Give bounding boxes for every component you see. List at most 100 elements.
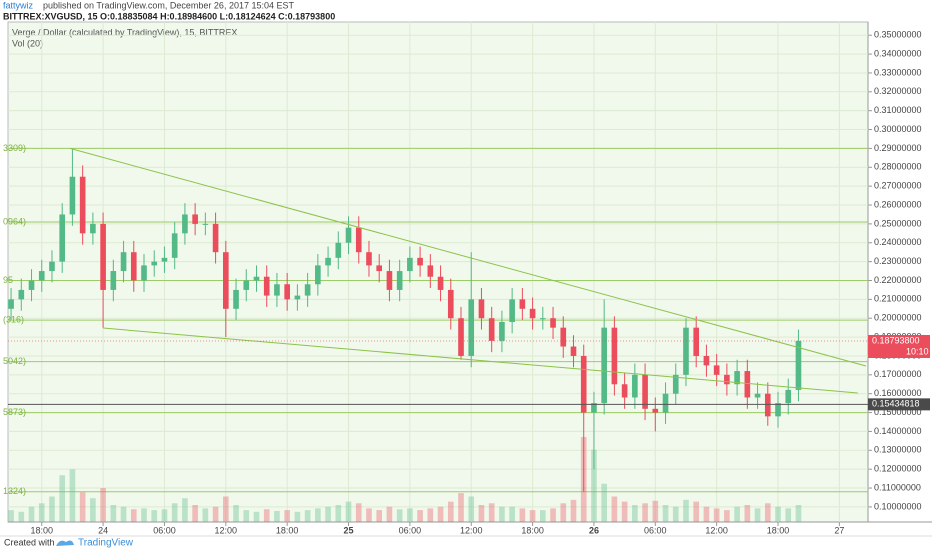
candle-body <box>488 318 495 341</box>
candle-body <box>775 403 781 417</box>
volume-bar <box>775 506 781 522</box>
volume-bar <box>550 508 556 522</box>
level-label: 0964) <box>3 216 26 226</box>
footer-brand[interactable]: TradingView <box>78 538 134 549</box>
candle-body <box>703 355 710 366</box>
candle-body <box>59 214 66 262</box>
level-label: 5873) <box>3 407 26 417</box>
y-tick-label: 0.15000000 <box>874 407 922 417</box>
candle-body <box>8 299 14 309</box>
volume-bar <box>734 506 740 522</box>
volume-bar <box>407 508 413 522</box>
volume-bar <box>212 506 219 522</box>
volume-bar <box>28 506 35 522</box>
candle-body <box>396 271 403 290</box>
candle-body <box>540 318 546 320</box>
volume-bar <box>161 509 168 522</box>
volume-bar <box>223 496 229 522</box>
y-tick-label: 0.33000000 <box>874 67 922 77</box>
level-label: 95 <box>3 275 13 285</box>
published-note: published on TradingView.com, December 2… <box>43 0 294 10</box>
candle-body <box>376 265 383 272</box>
volume-bar <box>509 506 515 522</box>
volume-bar <box>591 449 597 522</box>
candle-body <box>447 289 454 319</box>
volume-bar <box>233 505 239 522</box>
volume-bar <box>478 505 485 522</box>
volume-bar <box>447 501 454 522</box>
volume-bar <box>621 501 628 522</box>
candle-body <box>274 284 280 296</box>
volume-bar <box>519 508 526 522</box>
candle-body <box>621 384 628 398</box>
volume-bar <box>335 505 342 522</box>
y-tick-label: 0.13000000 <box>874 445 922 455</box>
volume-bar <box>570 499 577 522</box>
x-tick-label: 18:00 <box>767 525 790 535</box>
volume-bar <box>151 510 158 522</box>
volume-bar <box>540 510 546 522</box>
volume-bar <box>90 498 96 522</box>
volume-bar <box>315 508 321 522</box>
countdown-label: 10:10 <box>906 346 929 356</box>
y-tick-label: 0.35000000 <box>874 30 922 40</box>
x-tick-label: 27 <box>834 525 844 535</box>
candle-body <box>785 389 792 404</box>
candle-body <box>499 322 505 341</box>
plot-area <box>7 21 869 523</box>
candle-body <box>632 374 638 398</box>
candle-body <box>478 299 485 319</box>
candle-body <box>294 295 301 300</box>
candle-body <box>243 280 250 290</box>
volume-bar <box>396 509 403 522</box>
level-label: 1324) <box>3 486 26 496</box>
x-tick-label: 18:00 <box>30 525 53 535</box>
x-tick-label: 25 <box>344 525 354 535</box>
volume-bar <box>652 500 659 522</box>
candle-body <box>233 289 239 309</box>
trend-line <box>69 147 867 367</box>
candle-body <box>591 403 597 413</box>
candle-body <box>744 371 751 398</box>
volume-bar <box>499 506 505 522</box>
candle-body <box>693 327 700 356</box>
volume-bar <box>243 510 250 522</box>
y-tick-label: 0.20000000 <box>874 313 922 323</box>
candle-body <box>161 257 168 262</box>
volume-bar <box>120 506 127 522</box>
publisher[interactable]: fattywiz <box>3 0 34 10</box>
volume-bar <box>192 505 198 522</box>
volume-bar <box>110 505 117 522</box>
candle-body <box>192 214 198 224</box>
y-tick-label: 0.34000000 <box>874 48 922 58</box>
volume-bar <box>69 469 76 522</box>
volume-bar <box>304 510 311 522</box>
y-tick-label: 0.26000000 <box>874 199 922 209</box>
candle-body <box>427 265 434 277</box>
volume-bar <box>488 503 495 522</box>
candle-body <box>754 393 761 398</box>
level-label: 3309) <box>3 143 26 153</box>
y-tick-label: 0.25000000 <box>874 218 922 228</box>
level-label: (316) <box>3 314 24 324</box>
volume-bar <box>202 508 209 522</box>
candle-body <box>90 223 96 234</box>
volume-bar <box>601 483 607 522</box>
y-tick-label: 0.12000000 <box>874 464 922 474</box>
x-tick-label: 12:00 <box>460 525 483 535</box>
y-tick-label: 0.29000000 <box>874 143 922 153</box>
x-tick-label: 24 <box>98 525 108 535</box>
y-tick-label: 0.21000000 <box>874 294 922 304</box>
y-tick-label: 0.16000000 <box>874 388 922 398</box>
x-tick-label: 18:00 <box>276 525 299 535</box>
legend-volume: Vol (20) <box>12 38 43 48</box>
candle-body <box>519 299 526 309</box>
volume-bar <box>437 506 444 522</box>
candle-body <box>570 346 577 356</box>
candle-body <box>202 223 209 225</box>
candle-body <box>120 252 127 272</box>
candle-body <box>437 276 444 290</box>
candle-body <box>683 327 689 375</box>
